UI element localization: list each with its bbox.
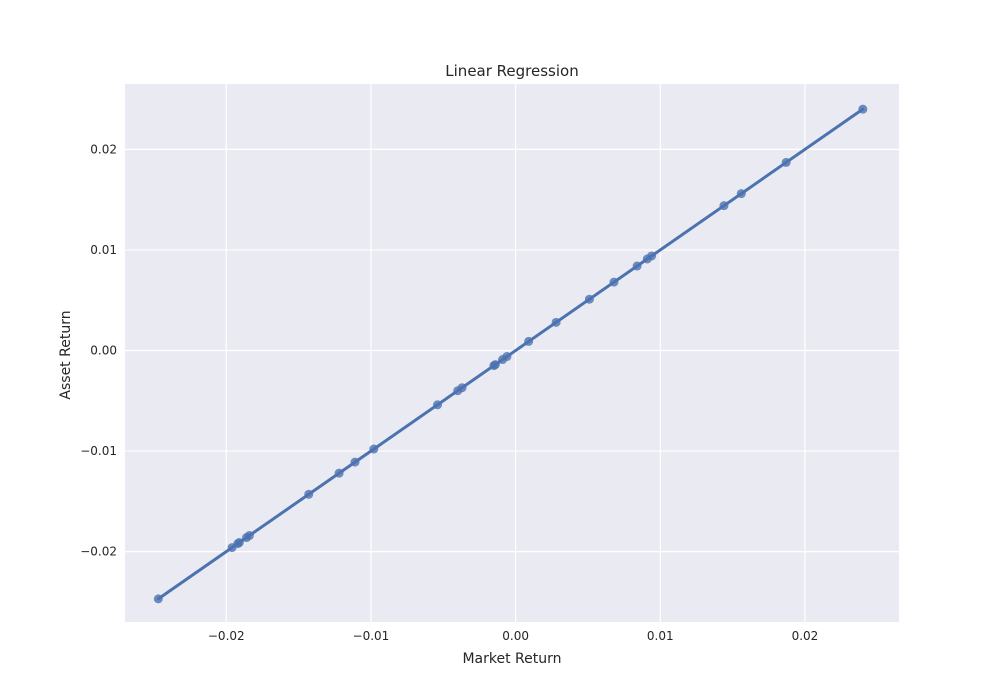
y-axis-ticks: −0.02 −0.01 0.00 0.01 0.02 [80,142,117,558]
data-point [457,383,467,393]
data-point [781,157,791,167]
y-tick-label: 0.01 [90,243,117,257]
data-point [350,457,360,467]
y-tick-label: 0.02 [90,142,117,156]
y-tick-label: 0.00 [90,343,117,357]
data-point [234,538,244,548]
x-tick-label: 0.02 [792,629,819,643]
chart-title: Linear Regression [445,62,578,80]
data-point [584,294,594,304]
x-tick-label: 0.00 [502,629,529,643]
data-point [524,336,534,346]
data-point [632,261,642,271]
data-point [858,104,868,114]
data-point [369,444,379,454]
x-tick-label: −0.02 [208,629,245,643]
x-tick-label: 0.01 [647,629,674,643]
data-point [502,352,512,362]
data-point [719,201,729,211]
data-point [244,531,254,541]
x-tick-label: −0.01 [353,629,390,643]
data-point [736,189,746,199]
data-point [334,468,344,478]
y-axis-label: Asset Return [58,310,74,399]
data-points [153,104,868,604]
y-tick-label: −0.01 [80,444,117,458]
data-point [609,277,619,287]
grid [125,84,899,622]
data-point [551,317,561,327]
data-point [647,251,657,261]
y-tick-label: −0.02 [80,545,117,559]
data-point [304,489,314,499]
data-point [153,594,163,604]
x-axis-label: Market Return [462,651,561,667]
x-axis-ticks: −0.02 −0.01 0.00 0.01 0.02 [208,629,818,643]
data-point [490,360,500,370]
data-point [432,400,442,410]
